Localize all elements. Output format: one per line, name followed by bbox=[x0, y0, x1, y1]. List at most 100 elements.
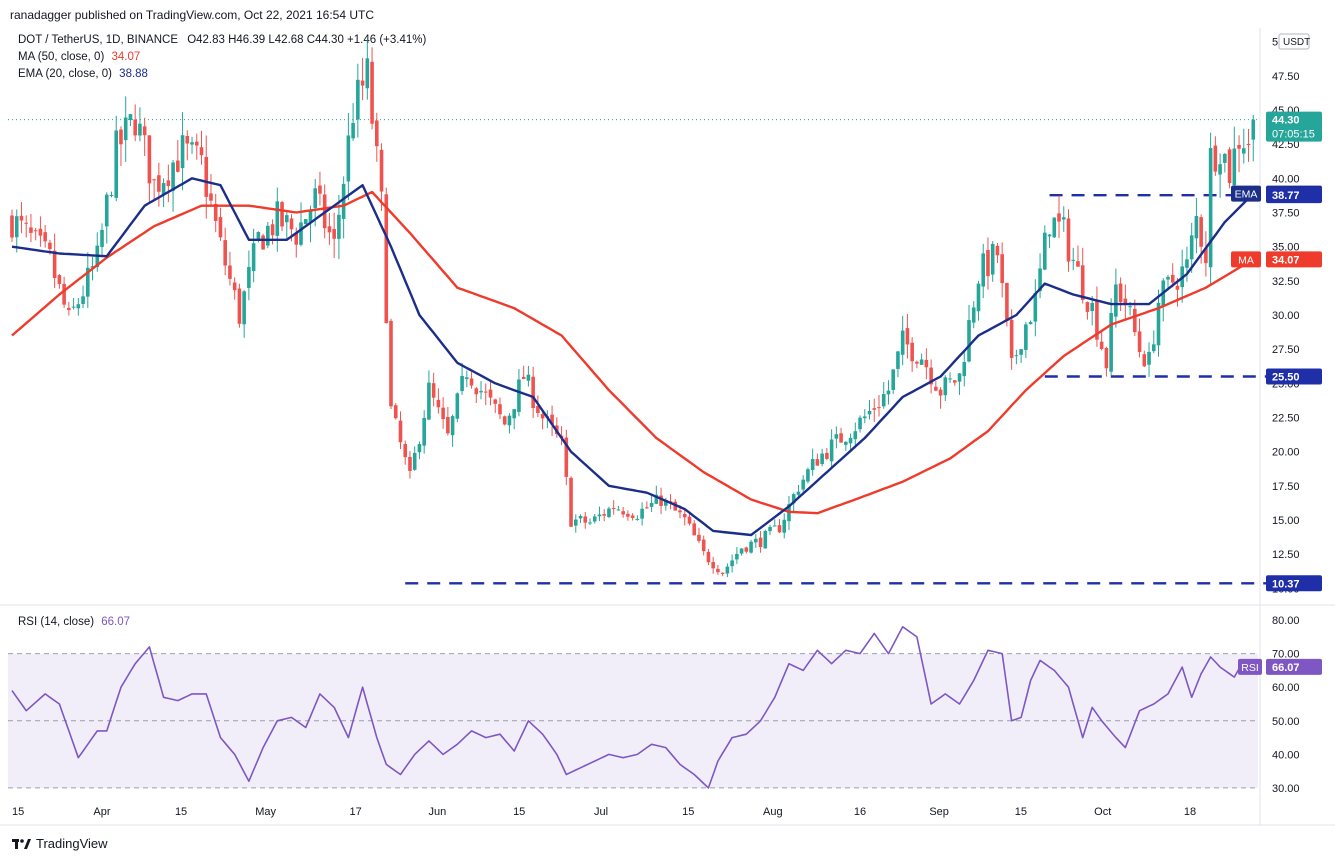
candle-body bbox=[280, 202, 284, 227]
candle-body bbox=[602, 514, 607, 516]
candle-body bbox=[294, 233, 299, 245]
rsi-tag-box bbox=[1238, 658, 1262, 675]
candle-body bbox=[52, 250, 57, 279]
price-tick-label: 37.50 bbox=[1272, 208, 1300, 220]
candle-body bbox=[242, 291, 246, 325]
candle-body bbox=[990, 243, 995, 275]
candle-body bbox=[166, 180, 171, 187]
candle-body bbox=[86, 267, 90, 297]
candle-body bbox=[76, 304, 81, 309]
candle-body bbox=[1118, 283, 1123, 303]
candle-body bbox=[356, 79, 360, 120]
candle-body bbox=[100, 229, 104, 247]
candle-body bbox=[43, 232, 47, 242]
candle-body bbox=[1109, 312, 1113, 372]
candle-body bbox=[981, 253, 986, 287]
rsi-tick-label: 50.00 bbox=[1272, 716, 1300, 728]
candle-body bbox=[839, 433, 843, 443]
candle-body bbox=[697, 534, 701, 541]
candle-body bbox=[412, 452, 417, 470]
candle-body bbox=[422, 417, 426, 446]
level-price-label-c-box bbox=[1266, 575, 1322, 592]
candle-body bbox=[1213, 145, 1218, 172]
candle-body bbox=[14, 216, 19, 238]
candle-body bbox=[455, 393, 460, 419]
candle-body bbox=[261, 235, 265, 250]
price-tick-label: 30.00 bbox=[1272, 310, 1300, 322]
candle-body bbox=[446, 416, 450, 434]
candle-body bbox=[1038, 268, 1042, 292]
candle-body bbox=[431, 383, 436, 398]
candle-body bbox=[299, 222, 303, 245]
candle-body bbox=[678, 510, 682, 513]
candle-body bbox=[782, 519, 787, 533]
candle-body bbox=[635, 518, 640, 520]
footer-brand[interactable]: TradingView bbox=[12, 836, 108, 851]
price-tick-label: 42.50 bbox=[1272, 139, 1300, 151]
candle-body bbox=[716, 568, 720, 573]
candle-body bbox=[801, 479, 805, 490]
candle-body bbox=[176, 160, 180, 172]
candle-body bbox=[209, 193, 213, 201]
time-tick-label: 15 bbox=[175, 806, 187, 818]
candle-body bbox=[938, 389, 943, 396]
time-tick-label: 17 bbox=[349, 806, 361, 818]
candle-body bbox=[1061, 217, 1066, 220]
candle-body bbox=[550, 414, 554, 425]
time-tick-label: May bbox=[255, 806, 276, 818]
candle-body bbox=[1170, 274, 1175, 283]
price-labels: 44.3007:05:1538.88EMA38.7734.07MA25.5010… bbox=[1231, 111, 1322, 675]
candle-body bbox=[109, 194, 114, 196]
candle-body bbox=[1099, 341, 1104, 349]
candle-body bbox=[266, 225, 270, 246]
candle-body bbox=[185, 135, 190, 144]
candle-body bbox=[758, 537, 763, 547]
candle-body bbox=[204, 157, 209, 197]
candle-body bbox=[924, 360, 929, 368]
candle-body bbox=[427, 382, 431, 420]
candle-body bbox=[417, 444, 422, 453]
candle-body bbox=[597, 514, 602, 517]
candle-body bbox=[526, 374, 531, 381]
level-price-label-a-text: 38.77 bbox=[1272, 190, 1300, 202]
candle-body bbox=[720, 572, 725, 574]
ma-price-label-text: 34.07 bbox=[1272, 254, 1300, 266]
candle-body bbox=[247, 267, 251, 288]
level-price-label-a-box bbox=[1266, 187, 1322, 204]
candle-body bbox=[303, 219, 308, 225]
time-tick-label: 18 bbox=[1184, 806, 1196, 818]
candle-body bbox=[289, 218, 294, 230]
currency-label: USDT bbox=[1283, 37, 1310, 48]
time-tick-label: Apr bbox=[93, 806, 110, 818]
candle-body bbox=[815, 459, 820, 466]
footer-brand-text: TradingView bbox=[36, 836, 108, 851]
candle-body bbox=[706, 551, 711, 563]
ma-price-label-box bbox=[1266, 251, 1322, 268]
candle-body bbox=[498, 404, 502, 415]
candle-body bbox=[33, 230, 38, 232]
rsi-tick-label: 30.00 bbox=[1272, 783, 1300, 795]
last-price-label-text: 44.30 bbox=[1272, 115, 1300, 127]
rsi-tag-text: RSI bbox=[1241, 662, 1259, 674]
candle-body bbox=[1028, 322, 1033, 325]
ema-label: EMA (20, close, 0) bbox=[18, 68, 112, 80]
candle-body bbox=[948, 378, 952, 380]
candle-body bbox=[1066, 218, 1071, 262]
candle-body bbox=[1123, 298, 1128, 304]
rsi-tick-label: 40.00 bbox=[1272, 749, 1300, 761]
candle-body bbox=[858, 417, 862, 430]
time-tick-label: 15 bbox=[513, 806, 525, 818]
rsi-legend: RSI (14, close) 66.07 bbox=[18, 616, 130, 628]
candle-body bbox=[90, 266, 95, 268]
candle-body bbox=[479, 390, 483, 393]
candle-body bbox=[313, 188, 318, 209]
ma-50-line bbox=[11, 190, 1254, 515]
candle-body bbox=[711, 562, 715, 569]
time-tick-label: 15 bbox=[682, 806, 694, 818]
rsi-value-box bbox=[1266, 658, 1322, 675]
candle-body bbox=[223, 240, 227, 266]
candle-body bbox=[133, 119, 137, 136]
candle-body bbox=[38, 228, 43, 236]
time-tick-label: Oct bbox=[1094, 806, 1111, 818]
